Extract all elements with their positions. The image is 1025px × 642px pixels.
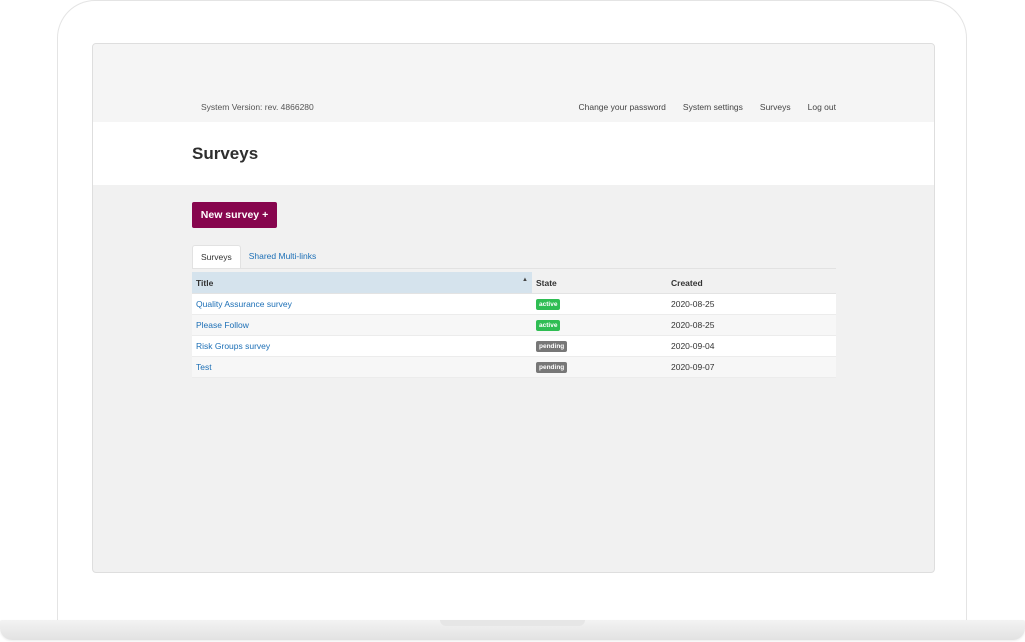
survey-title-link[interactable]: Test <box>196 362 212 372</box>
created-cell: 2020-08-25 <box>667 293 836 315</box>
status-badge: pending <box>536 362 568 373</box>
status-badge: active <box>536 320 561 331</box>
sort-ascending-icon: ▲ <box>522 277 528 283</box>
tab-surveys[interactable]: Surveys <box>192 245 241 268</box>
survey-title-link[interactable]: Please Follow <box>196 320 249 330</box>
nav-change-password[interactable]: Change your password <box>578 102 666 112</box>
state-cell: active <box>532 293 667 315</box>
status-badge: active <box>536 299 561 310</box>
title-cell: Risk Groups survey <box>192 335 532 357</box>
title-cell: Please Follow <box>192 314 532 336</box>
tab-divider <box>192 268 836 269</box>
column-header-title[interactable]: Title ▲ <box>192 272 532 294</box>
page-title: Surveys <box>192 144 259 163</box>
created-cell: 2020-08-25 <box>667 314 836 336</box>
laptop-notch <box>440 620 585 626</box>
state-cell: pending <box>532 335 667 357</box>
system-version: System Version: rev. 4866280 <box>201 102 314 112</box>
surveys-table: Title ▲ State Created Quality Assurance … <box>192 272 836 378</box>
column-header-created[interactable]: Created <box>667 272 836 294</box>
created-cell: 2020-09-04 <box>667 335 836 357</box>
created-cell: 2020-09-07 <box>667 356 836 378</box>
nav-log-out[interactable]: Log out <box>807 102 836 112</box>
table-row: Please Follow active 2020-08-25 <box>192 314 836 336</box>
laptop-base <box>0 620 1025 640</box>
table-row: Risk Groups survey pending 2020-09-04 <box>192 335 836 357</box>
column-header-title-label: Title <box>196 277 214 288</box>
survey-title-link[interactable]: Risk Groups survey <box>196 341 271 351</box>
column-header-state[interactable]: State <box>532 272 667 294</box>
table-row: Quality Assurance survey active 2020-08-… <box>192 293 836 315</box>
nav-system-settings[interactable]: System settings <box>682 102 743 112</box>
tab-shared-multi-links[interactable]: Shared Multi-links <box>248 251 317 261</box>
top-bar: System Version: rev. 4866280 Change your… <box>93 44 934 122</box>
status-badge: pending <box>536 341 568 352</box>
survey-title-link[interactable]: Quality Assurance survey <box>196 299 292 309</box>
state-cell: active <box>532 314 667 336</box>
title-cell: Test <box>192 356 532 378</box>
app-screen: System Version: rev. 4866280 Change your… <box>92 43 935 573</box>
new-survey-button[interactable]: New survey + <box>192 202 277 228</box>
nav-surveys[interactable]: Surveys <box>759 102 791 112</box>
table-row: Test pending 2020-09-07 <box>192 356 836 378</box>
table-header-row: Title ▲ State Created <box>192 272 836 294</box>
title-band: Surveys <box>93 122 934 185</box>
tab-bar: Surveys Shared Multi-links <box>192 245 324 268</box>
title-cell: Quality Assurance survey <box>192 293 532 315</box>
state-cell: pending <box>532 356 667 378</box>
top-nav: Change your password System settings Sur… <box>578 102 836 112</box>
